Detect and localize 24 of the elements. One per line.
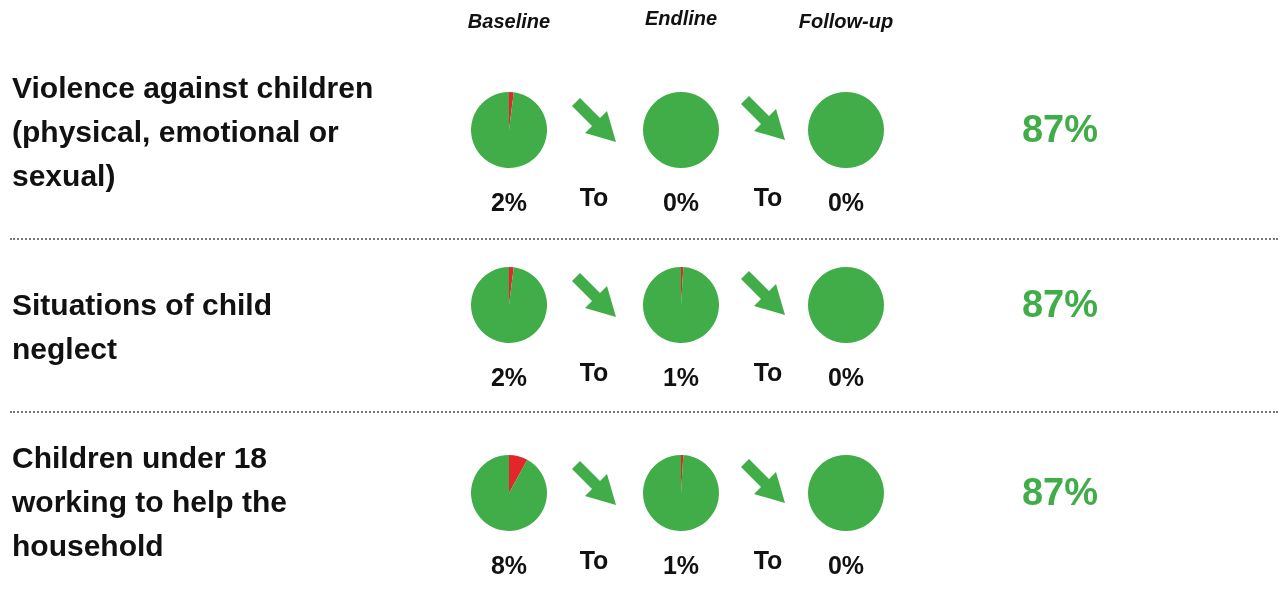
text: To: [578, 546, 610, 575]
text: 87%: [1020, 108, 1100, 151]
text: To: [578, 183, 610, 212]
text: 2%: [490, 362, 528, 391]
text: Children under 18 working to help the household: [12, 440, 288, 564]
text: 0%: [827, 187, 865, 216]
text: Violence against children (physical, emotional or sexual): [12, 70, 375, 194]
text: 0%: [662, 187, 700, 216]
text: Situations of child neglect: [12, 287, 273, 367]
text: 0%: [827, 362, 865, 391]
text: 2%: [490, 187, 528, 216]
text: To: [578, 358, 610, 387]
text: To: [752, 183, 784, 212]
text: Endline: [643, 7, 719, 30]
text: 0%: [827, 550, 865, 579]
text: Follow-up: [797, 10, 895, 33]
text: To: [752, 546, 784, 575]
text: 8%: [490, 550, 528, 579]
text: 87%: [1020, 471, 1100, 514]
text: 1%: [662, 362, 700, 391]
text: 1%: [662, 550, 700, 579]
text: 87%: [1020, 283, 1100, 326]
text: To: [752, 358, 784, 387]
text: Baseline: [466, 10, 552, 33]
